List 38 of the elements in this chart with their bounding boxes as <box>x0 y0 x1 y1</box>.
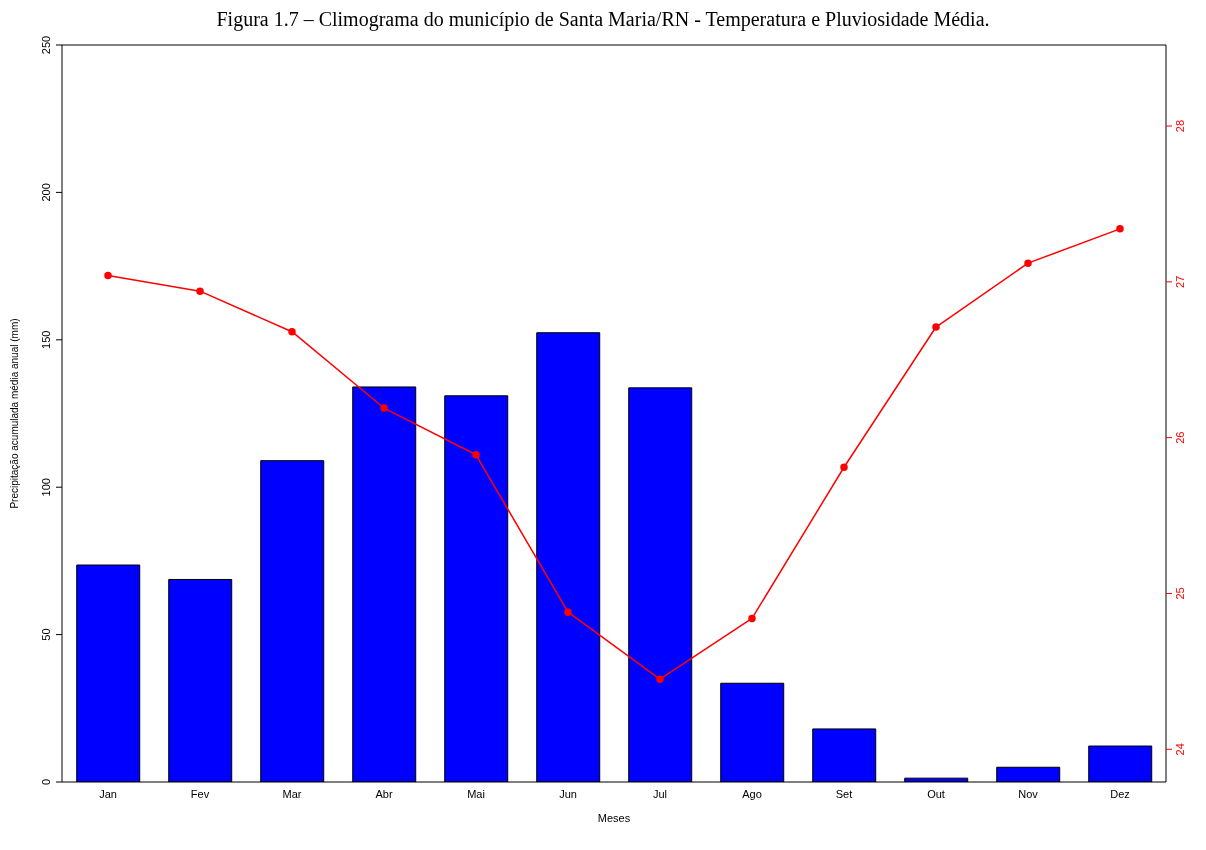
x-tick-label: Out <box>927 787 945 800</box>
point <box>840 463 848 472</box>
x-tick-label: Ago <box>742 787 762 800</box>
x-tick-label: Mar <box>282 787 302 800</box>
point <box>656 675 664 683</box>
y-tick-label: 0 <box>40 778 52 786</box>
y2-tick-label: 28 <box>1174 119 1186 133</box>
y-tick-label: 200 <box>40 183 52 202</box>
y2-tick-label: 24 <box>1174 743 1186 756</box>
y-tick-label: 250 <box>40 35 52 55</box>
point <box>1116 225 1124 233</box>
x-tick-label: Jun <box>559 787 577 800</box>
x-tick-label: Jan <box>99 787 117 800</box>
x-tick-label: Set <box>835 787 853 800</box>
point <box>104 271 112 280</box>
x-tick-label: Jul <box>652 787 668 800</box>
point <box>380 404 388 412</box>
point <box>564 608 572 616</box>
x-tick-label: Mai <box>467 787 485 800</box>
point <box>288 327 296 336</box>
y2-tick-label: 25 <box>1174 587 1186 600</box>
point <box>932 323 940 331</box>
point <box>196 287 204 295</box>
y-axis-title: Precipitação acumulada média anual (mm) <box>8 318 20 509</box>
point <box>472 451 480 459</box>
x-tick-label: Abr <box>375 787 393 800</box>
chart-title: Figura 1.7 – Climograma do município de Santa Maria/RN - Temperatura e Pluviosidade Média. <box>215 8 991 33</box>
y-tick-label: 150 <box>40 330 52 349</box>
x-tick-label: Fev <box>190 787 210 800</box>
x-tick-label: Nov <box>1018 787 1039 800</box>
point <box>748 614 756 623</box>
y2-tick-label: 27 <box>1174 275 1186 288</box>
y-tick-label: 50 <box>40 628 52 641</box>
y-tick-label: 100 <box>40 478 52 497</box>
x-axis-title: Meses <box>597 812 631 824</box>
point <box>1024 259 1032 267</box>
y2-tick-label: 26 <box>1174 431 1186 444</box>
x-tick-label: Dez <box>1110 787 1130 800</box>
